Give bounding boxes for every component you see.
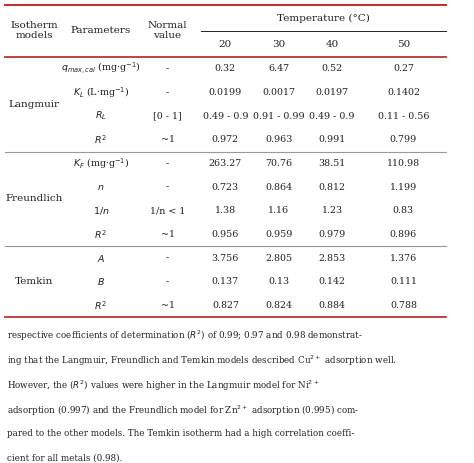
Text: 0.11 - 0.56: 0.11 - 0.56: [378, 112, 429, 120]
Text: 1.38: 1.38: [215, 206, 236, 215]
Text: 1.199: 1.199: [390, 182, 417, 192]
Text: 1.23: 1.23: [322, 206, 343, 215]
Text: pared to the other models. The Temkin isotherm had a high correlation coeffi-: pared to the other models. The Temkin is…: [8, 429, 355, 438]
Text: -: -: [166, 88, 169, 97]
Text: 2.853: 2.853: [319, 254, 346, 263]
Text: $R^2$: $R^2$: [94, 299, 107, 312]
Text: ~1: ~1: [161, 230, 174, 239]
Text: 0.963: 0.963: [265, 135, 292, 144]
Text: $R^2$: $R^2$: [94, 133, 107, 146]
Text: $R^2$: $R^2$: [94, 228, 107, 241]
Text: 0.91 - 0.99: 0.91 - 0.99: [253, 112, 305, 120]
Text: -: -: [166, 277, 169, 286]
Text: respective coefficients of determination ($R^2$) of 0.99; 0.97 and 0.98 demonstr: respective coefficients of determination…: [8, 329, 363, 343]
Text: 0.111: 0.111: [390, 277, 417, 286]
Text: 40: 40: [326, 40, 339, 50]
Text: 0.1402: 0.1402: [387, 88, 420, 97]
Text: ~1: ~1: [161, 135, 174, 144]
Text: 0.812: 0.812: [319, 182, 346, 192]
Text: 0.52: 0.52: [322, 64, 343, 73]
Text: 0.827: 0.827: [212, 301, 239, 310]
Text: Normal
value: Normal value: [148, 21, 187, 40]
Text: Langmuir: Langmuir: [9, 100, 60, 109]
Text: -: -: [166, 64, 169, 73]
Text: 0.884: 0.884: [319, 301, 346, 310]
Text: 0.896: 0.896: [390, 230, 417, 239]
Text: $1/n$: $1/n$: [92, 205, 109, 216]
Text: 38.51: 38.51: [319, 159, 346, 168]
Text: 0.959: 0.959: [265, 230, 292, 239]
Text: 0.956: 0.956: [212, 230, 239, 239]
Text: 20: 20: [219, 40, 232, 50]
Text: Isotherm
models: Isotherm models: [10, 21, 58, 40]
Text: 0.972: 0.972: [212, 135, 239, 144]
Text: 2.805: 2.805: [265, 254, 292, 263]
Text: 0.49 - 0.9: 0.49 - 0.9: [203, 112, 248, 120]
Text: 0.0199: 0.0199: [209, 88, 242, 97]
Text: -: -: [166, 254, 169, 263]
Text: 0.979: 0.979: [319, 230, 346, 239]
Text: 1/n < 1: 1/n < 1: [150, 206, 185, 215]
Text: 0.137: 0.137: [212, 277, 239, 286]
Text: 50: 50: [397, 40, 410, 50]
Text: Temkin: Temkin: [15, 277, 53, 286]
Text: [0 - 1]: [0 - 1]: [153, 112, 182, 120]
Text: 0.83: 0.83: [393, 206, 414, 215]
Text: 0.13: 0.13: [268, 277, 289, 286]
Text: 1.376: 1.376: [390, 254, 417, 263]
Text: 0.799: 0.799: [390, 135, 417, 144]
Text: ing that the Langmuir, Freundlich and Temkin models described Cu$^{2+}$ adsorpti: ing that the Langmuir, Freundlich and Te…: [8, 354, 397, 368]
Text: adsorption (0.997) and the Freundlich model for Zn$^{2+}$ adsorption (0.995) com: adsorption (0.997) and the Freundlich mo…: [8, 404, 360, 418]
Text: $K_F$ (mg·g$^{-1}$): $K_F$ (mg·g$^{-1}$): [73, 156, 129, 171]
Text: 30: 30: [272, 40, 285, 50]
Text: 0.0197: 0.0197: [316, 88, 349, 97]
Text: $n$: $n$: [97, 182, 105, 192]
Text: 0.27: 0.27: [393, 64, 414, 73]
Text: 110.98: 110.98: [387, 159, 420, 168]
Text: However, the ($R^2$) values were higher in the Langmuir model for Ni$^{2+}$: However, the ($R^2$) values were higher …: [8, 379, 320, 393]
Text: Temperature (°C): Temperature (°C): [277, 14, 370, 23]
Text: $K_L$ (L·mg$^{-1}$): $K_L$ (L·mg$^{-1}$): [73, 85, 129, 100]
Text: $q_{max,cal}$ (mg·g$^{-1}$): $q_{max,cal}$ (mg·g$^{-1}$): [61, 61, 141, 76]
Text: $A$: $A$: [97, 252, 105, 263]
Text: Parameters: Parameters: [71, 26, 131, 35]
Text: -: -: [166, 182, 169, 192]
Text: 0.824: 0.824: [265, 301, 292, 310]
Text: cient for all metals (0.98).: cient for all metals (0.98).: [8, 454, 123, 463]
Text: 0.49 - 0.9: 0.49 - 0.9: [310, 112, 355, 120]
Text: ~1: ~1: [161, 301, 174, 310]
Text: $B$: $B$: [97, 276, 105, 287]
Text: 1.16: 1.16: [268, 206, 289, 215]
Text: -: -: [166, 159, 169, 168]
Text: 0.991: 0.991: [319, 135, 346, 144]
Text: 0.0017: 0.0017: [262, 88, 295, 97]
Text: 0.864: 0.864: [265, 182, 292, 192]
Text: 3.756: 3.756: [212, 254, 239, 263]
Text: Freundlich: Freundlich: [5, 194, 63, 203]
Text: 70.76: 70.76: [265, 159, 292, 168]
Text: 6.47: 6.47: [268, 64, 289, 73]
Text: 0.142: 0.142: [319, 277, 346, 286]
Text: 0.723: 0.723: [212, 182, 239, 192]
Text: 0.788: 0.788: [390, 301, 417, 310]
Text: 0.32: 0.32: [215, 64, 236, 73]
Text: 263.27: 263.27: [209, 159, 242, 168]
Text: $R_L$: $R_L$: [95, 110, 107, 122]
